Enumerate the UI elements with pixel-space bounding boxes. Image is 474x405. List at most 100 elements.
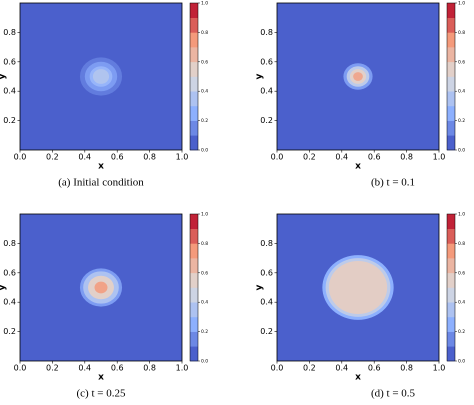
y-tick-label: 0.8 xyxy=(3,239,16,248)
y-tick-label: 0.8 xyxy=(260,239,273,248)
x-axis-label: x xyxy=(355,162,361,172)
colorbar-band xyxy=(447,32,455,48)
colorbar-tick-label: 0.8 xyxy=(458,30,465,36)
colorbar-band xyxy=(447,228,455,244)
colorbar-tick-label: 0.4 xyxy=(201,300,208,306)
y-axis-label: y xyxy=(0,284,8,290)
x-tick-label: 0.6 xyxy=(368,153,381,162)
colorbar-band xyxy=(190,32,198,48)
x-tick-label: 0.2 xyxy=(46,364,59,373)
colorbar-tick-label: 1.0 xyxy=(201,212,208,218)
colorbar-tick-label: 0.6 xyxy=(458,59,465,65)
x-tick-label: 0.8 xyxy=(143,364,156,373)
colorbar-frame xyxy=(446,213,456,362)
x-tick-label: 0.0 xyxy=(271,364,284,373)
colorbar-band xyxy=(447,120,455,136)
x-tick-label: 0.0 xyxy=(271,153,284,162)
colorbar-tick-label: 0.0 xyxy=(458,359,465,365)
colorbar-tick-label: 0.2 xyxy=(458,118,465,124)
colorbar-band xyxy=(190,120,198,136)
colorbar-band xyxy=(190,346,198,362)
colorbar-band xyxy=(190,287,198,303)
y-tick-label: 0.2 xyxy=(260,327,273,336)
y-tick-label: 0.8 xyxy=(260,28,273,37)
x-tick-label: 0.8 xyxy=(400,364,413,373)
colorbar-tick-label: 0.2 xyxy=(458,329,465,335)
x-tick-label: 0.4 xyxy=(78,153,91,162)
x-tick-label: 0.2 xyxy=(303,153,316,162)
colorbar-band xyxy=(447,272,455,288)
colorbar-tick-label: 0.4 xyxy=(458,89,465,95)
colorbar-band xyxy=(190,76,198,92)
colorbar-band xyxy=(190,3,198,18)
colorbar-band xyxy=(447,3,455,18)
colorbar-frame xyxy=(189,213,199,362)
colorbar-band xyxy=(190,17,198,33)
x-tick-label: 0.0 xyxy=(14,153,27,162)
colorbar-tick-label: 0.6 xyxy=(201,270,208,276)
colorbar-tick-label: 0.2 xyxy=(201,118,208,124)
colorbar-band xyxy=(447,76,455,92)
caption: (a) Initial condition xyxy=(58,177,144,189)
colorbar-band xyxy=(190,105,198,121)
caption: (d) t = 0.5 xyxy=(371,388,416,400)
y-tick-label: 0.4 xyxy=(3,87,16,96)
x-tick-label: 0.6 xyxy=(368,364,381,373)
colorbar-band xyxy=(190,272,198,288)
colorbar-tick-label: 0.8 xyxy=(201,30,208,36)
colorbar-band xyxy=(447,243,455,259)
y-tick-label: 0.6 xyxy=(3,268,16,277)
axes-frame xyxy=(276,2,440,151)
colorbar-band xyxy=(447,105,455,121)
x-tick-label: 0.4 xyxy=(335,153,348,162)
x-tick-label: 0.2 xyxy=(303,364,316,373)
colorbar-band xyxy=(190,135,198,151)
x-tick-label: 0.6 xyxy=(111,153,124,162)
colorbar-tick-label: 0.0 xyxy=(201,148,208,154)
x-tick-label: 1.0 xyxy=(433,364,446,373)
y-tick-label: 0.4 xyxy=(3,298,16,307)
colorbar-band xyxy=(190,61,198,77)
y-tick-label: 0.6 xyxy=(3,57,16,66)
x-tick-label: 0.6 xyxy=(111,364,124,373)
colorbar-band xyxy=(447,302,455,318)
y-tick-label: 0.2 xyxy=(260,116,273,125)
colorbar-tick-label: 0.8 xyxy=(201,241,208,247)
colorbar-frame xyxy=(446,2,456,151)
colorbar-band xyxy=(447,61,455,77)
colorbar-band xyxy=(447,17,455,33)
colorbar-band xyxy=(447,346,455,362)
colorbar-band xyxy=(447,258,455,274)
colorbar-frame xyxy=(189,2,199,151)
x-axis-label: x xyxy=(98,373,104,383)
y-axis-label: y xyxy=(255,284,265,290)
colorbar-band xyxy=(190,243,198,259)
y-tick-label: 0.2 xyxy=(3,327,16,336)
x-tick-label: 1.0 xyxy=(433,153,446,162)
contour-ring xyxy=(353,72,363,81)
x-axis-label: x xyxy=(355,373,361,383)
colorbar-tick-label: 0.0 xyxy=(201,359,208,365)
x-tick-label: 0.4 xyxy=(335,364,348,373)
x-tick-label: 0.2 xyxy=(46,153,59,162)
colorbar-band xyxy=(190,47,198,63)
axes-frame xyxy=(19,213,183,362)
axes-frame xyxy=(19,2,183,151)
colorbar-band xyxy=(447,287,455,303)
y-tick-label: 0.2 xyxy=(3,116,16,125)
caption: (b) t = 0.1 xyxy=(371,177,415,189)
y-tick-label: 0.6 xyxy=(260,268,273,277)
colorbar-tick-label: 0.4 xyxy=(458,300,465,306)
caption: (c) t = 0.25 xyxy=(77,388,126,400)
contour-ring xyxy=(92,69,110,84)
colorbar-band xyxy=(447,135,455,151)
colorbar-tick-label: 1.0 xyxy=(201,1,208,7)
colorbar-tick-label: 0.0 xyxy=(458,148,465,154)
x-tick-label: 1.0 xyxy=(176,364,189,373)
colorbar-band xyxy=(447,316,455,332)
colorbar-tick-label: 0.8 xyxy=(458,241,465,247)
colorbar-tick-label: 0.2 xyxy=(201,329,208,335)
colorbar-band xyxy=(447,214,455,229)
colorbar-band xyxy=(447,47,455,63)
